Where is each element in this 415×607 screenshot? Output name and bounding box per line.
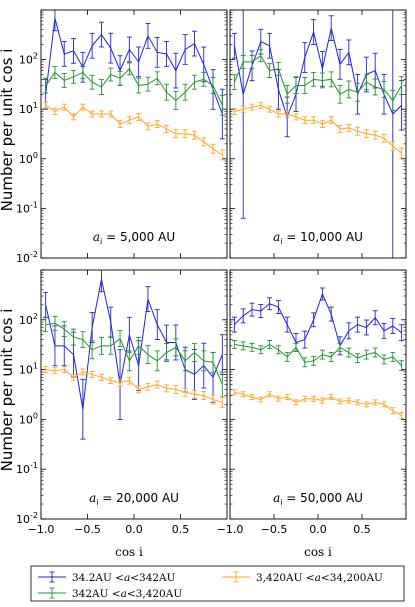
y-tick-label: 10-2: [16, 250, 38, 265]
axis-ticks: [229, 9, 406, 259]
series-line: [43, 366, 225, 408]
y-tick-label: 101: [19, 101, 38, 116]
legend-items: 34.2AU <a<342AU 342AU <a<3,420AU 3,420AU <…: [38, 571, 383, 600]
series-path: [45, 104, 223, 156]
panel-annotation: ai = 20,000 AU: [89, 491, 179, 507]
series-line: [43, 101, 225, 161]
x-tick-label: −0.5: [74, 523, 101, 536]
series-path: [45, 369, 223, 403]
series-line: [231, 49, 405, 111]
legend-item: 34.2AU <a<342AU: [38, 571, 176, 584]
panel-frame: [40, 9, 228, 259]
series-path: [234, 391, 402, 416]
panel-frame: [229, 269, 407, 520]
legend-frame: [30, 565, 405, 602]
legend-item: 3,420AU <a<34,200AU: [222, 571, 383, 584]
series-path: [234, 104, 402, 154]
series-line: [231, 101, 405, 159]
panel-bottom-left: 10-2 10-1 100 101 102 −1.0 −0.5 0.0 0.5 ai = 20,0…: [16, 269, 228, 536]
y-axis-label: Number per unit cos i: [0, 49, 16, 212]
series-path: [45, 68, 223, 106]
series-path: [234, 292, 402, 348]
series-line: [43, 315, 225, 398]
x-tick-label: 0.5: [353, 523, 371, 536]
y-tick-label: 102: [19, 52, 38, 67]
x-tick-label: 0.0: [309, 523, 327, 536]
panel-frame: [40, 269, 228, 520]
y-tick-label: 10-1: [16, 461, 38, 476]
legend-item: 342AU <a<3,420AU: [38, 587, 182, 600]
y-tick-label: 102: [19, 312, 38, 327]
panel-annotation: ai = 5,000 AU: [93, 230, 175, 246]
y-tick-label: 10-1: [16, 200, 38, 215]
series-line: [43, 10, 225, 140]
panel-top-left: 10-2 10-1 100 101 102 ai = 5,000 AU: [16, 9, 228, 265]
panel-top-right: ai = 10,000 AU: [229, 9, 407, 259]
legend-label: 34.2AU <a<342AU: [72, 572, 176, 584]
series-path: [233, 54, 403, 102]
series-line: [231, 340, 405, 372]
series-path: [233, 28, 402, 119]
panel-frame: [229, 9, 407, 259]
x-tick-label: 0.0: [125, 523, 143, 536]
axis-ticks: [40, 9, 227, 259]
y-tick-label: 101: [19, 362, 38, 377]
x-tick-label: −0.5: [261, 523, 288, 536]
x-tick-label: −1.0: [28, 523, 55, 536]
legend-label: 342AU <a<3,420AU: [72, 588, 182, 600]
series-line: [231, 389, 405, 419]
panel-annotation: ai = 50,000 AU: [273, 491, 363, 507]
legend: 34.2AU <a<342AU 342AU <a<3,420AU 3,420AU <…: [30, 565, 405, 602]
series-path: [45, 18, 223, 115]
series-line: [231, 10, 405, 258]
y-tick-label: 100: [19, 151, 38, 166]
x-axis-label: cos i: [115, 545, 143, 559]
x-tick-label: −1.0: [217, 523, 244, 536]
y-tick-label: 100: [19, 411, 38, 426]
panel-annotation: ai = 10,000 AU: [273, 230, 363, 246]
panel-bottom-right: −1.0 −0.5 0.0 0.5 ai = 50,000 AU: [217, 269, 407, 536]
series-path: [234, 343, 402, 367]
series-path: [45, 322, 223, 385]
y-axis-label: Number per unit cos i: [0, 309, 16, 472]
panels-group: 10-2 10-1 100 101 102 ai = 5,000 AU ai = 10,00…: [16, 9, 407, 536]
x-axis-label: cos i: [304, 545, 332, 559]
series-path: [45, 279, 223, 410]
series-line: [231, 287, 405, 356]
x-tick-label: 0.5: [172, 523, 190, 536]
series-line: [43, 62, 225, 116]
y-tick-label: 10-2: [16, 511, 38, 526]
legend-label: 3,420AU <a<34,200AU: [256, 572, 383, 584]
